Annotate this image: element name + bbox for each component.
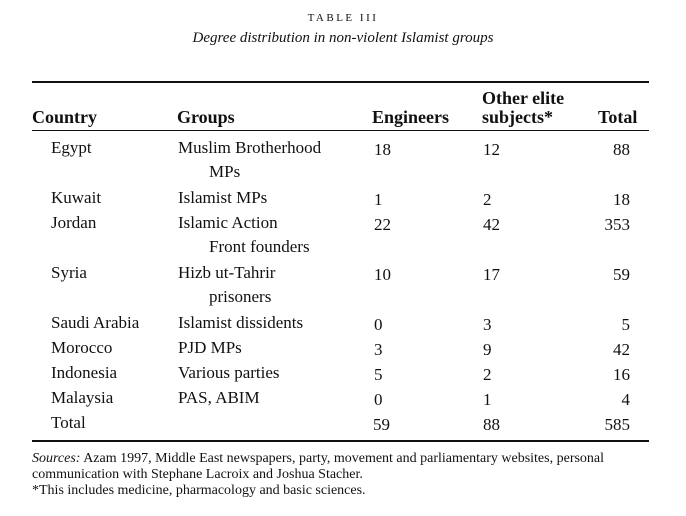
total-cell: 42 <box>613 340 630 359</box>
total-cell: 353 <box>604 215 631 234</box>
other-subjects-cell: 12 <box>483 140 500 159</box>
engineers-cell: 1 <box>374 190 383 209</box>
total-cell: 59 <box>613 265 630 284</box>
sources-text: Azam 1997, Middle East newspapers, party… <box>32 451 605 482</box>
header-other-subjects: subjects* <box>482 107 553 127</box>
table-bottom-rule <box>32 440 649 442</box>
engineers-cell: 0 <box>374 390 383 409</box>
total-cell: 16 <box>613 365 630 384</box>
header-other-elite: Other elite <box>482 88 565 108</box>
group-cell: Various parties <box>178 363 280 382</box>
sources-label: Sources: <box>32 451 81 466</box>
total-engineers-cell: 59 <box>373 415 390 434</box>
country-cell: Saudi Arabia <box>51 313 140 332</box>
total-cell: 4 <box>621 390 631 409</box>
country-cell: Syria <box>51 263 87 282</box>
other-subjects-cell: 42 <box>483 215 500 234</box>
header-engineers: Engineers <box>372 107 450 127</box>
engineers-cell: 18 <box>374 140 391 159</box>
group-cell: Muslim Brotherhood <box>178 138 322 157</box>
engineers-cell: 0 <box>374 315 383 334</box>
group-cell: Islamic Action <box>178 213 278 232</box>
country-cell: Morocco <box>51 338 113 357</box>
engineers-cell: 10 <box>374 265 391 284</box>
country-cell: Indonesia <box>51 363 118 382</box>
table-notes: Sources: Azam 1997, Middle East newspape… <box>32 451 657 499</box>
header-country: Country <box>32 107 98 127</box>
group-cell: Hizb ut-Tahrir <box>178 263 276 282</box>
engineers-cell: 22 <box>374 215 391 234</box>
total-row-label: Total <box>51 413 86 432</box>
country-cell: Jordan <box>51 213 97 232</box>
engineers-cell: 3 <box>374 340 383 359</box>
group-cell: PJD MPs <box>178 338 242 357</box>
other-subjects-cell: 2 <box>483 190 492 209</box>
table-top-rule <box>32 81 649 83</box>
sources-note: Sources: Azam 1997, Middle East newspape… <box>32 451 657 483</box>
total-cell: 5 <box>621 315 631 334</box>
group-cell: Islamist dissidents <box>178 313 304 332</box>
header-groups: Groups <box>177 107 235 127</box>
country-cell: Egypt <box>51 138 92 157</box>
header-total: Total <box>598 107 638 127</box>
group-cell-continued: Front founders <box>209 237 310 256</box>
other-subjects-cell: 3 <box>483 315 492 334</box>
total-cell: 18 <box>613 190 630 209</box>
group-cell-continued: MPs <box>209 162 241 181</box>
group-cell: PAS, ABIM <box>178 388 260 407</box>
footnote: *This includes medicine, pharmacology an… <box>32 483 366 498</box>
grand-total-cell: 585 <box>604 415 631 434</box>
table-caption-title: Degree distribution in non-violent Islam… <box>192 30 494 46</box>
total-cell: 88 <box>613 140 630 159</box>
group-cell-continued: prisoners <box>209 287 272 306</box>
engineers-cell: 5 <box>374 365 383 384</box>
other-subjects-cell: 1 <box>483 390 492 409</box>
country-cell: Kuwait <box>51 188 102 207</box>
other-subjects-cell: 17 <box>483 265 500 284</box>
group-cell: Islamist MPs <box>178 188 268 207</box>
table-caption-label: TABLE III <box>307 12 379 24</box>
other-subjects-cell: 9 <box>483 340 492 359</box>
table-header-rule <box>32 130 649 131</box>
country-cell: Malaysia <box>51 388 114 407</box>
other-subjects-cell: 2 <box>483 365 492 384</box>
total-other-subjects-cell: 88 <box>483 415 500 434</box>
